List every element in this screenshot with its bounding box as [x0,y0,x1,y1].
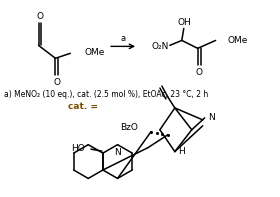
Text: OMe: OMe [84,48,105,57]
Text: cat. =: cat. = [68,102,98,112]
Text: a: a [120,34,126,43]
Text: N: N [208,113,214,122]
Text: O: O [195,68,202,77]
Text: OH: OH [178,18,192,27]
Text: O: O [36,12,43,21]
Text: O₂N: O₂N [152,42,169,51]
Text: BzO: BzO [120,123,138,132]
Text: O: O [54,78,61,87]
Text: HO: HO [71,144,85,153]
Text: OMe: OMe [228,36,248,45]
Text: H: H [178,147,185,156]
Text: a) MeNO₂ (10 eq.), cat. (2.5 mol %), EtOAc, 23 °C, 2 h: a) MeNO₂ (10 eq.), cat. (2.5 mol %), EtO… [4,90,208,99]
Text: N: N [114,148,121,157]
